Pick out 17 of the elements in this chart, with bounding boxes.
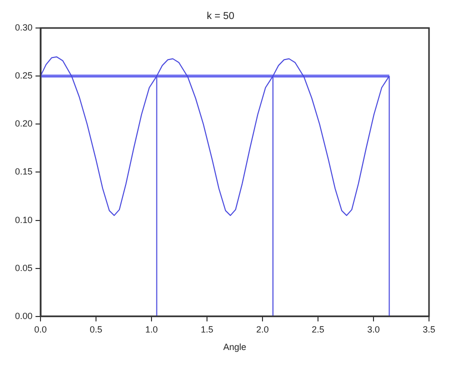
x-tick-label: 2.5 [312,324,324,334]
y-tick-label: 0.15 [14,166,33,177]
x-tick-label: 2.0 [256,324,269,334]
y-tick-label: 0.10 [14,214,33,225]
x-tick-label: 1.5 [200,324,214,334]
y-tick-label: 0.25 [14,70,33,81]
x-tick-label: 0.5 [90,324,102,334]
y-tick-label: 0.05 [14,262,33,273]
x-axis-title: Angle [223,342,246,352]
y-tick-label: 0.00 [14,310,33,321]
y-tick-label: 0.30 [14,22,33,32]
x-tick-label: 1.0 [145,324,158,334]
x-tick-label: 3.5 [422,324,436,334]
y-tick-label: 0.20 [14,118,33,129]
chart-title: k = 50 [206,10,235,22]
x-tick-label: 0.0 [34,324,47,334]
x-tick-label: 3.0 [367,324,380,334]
